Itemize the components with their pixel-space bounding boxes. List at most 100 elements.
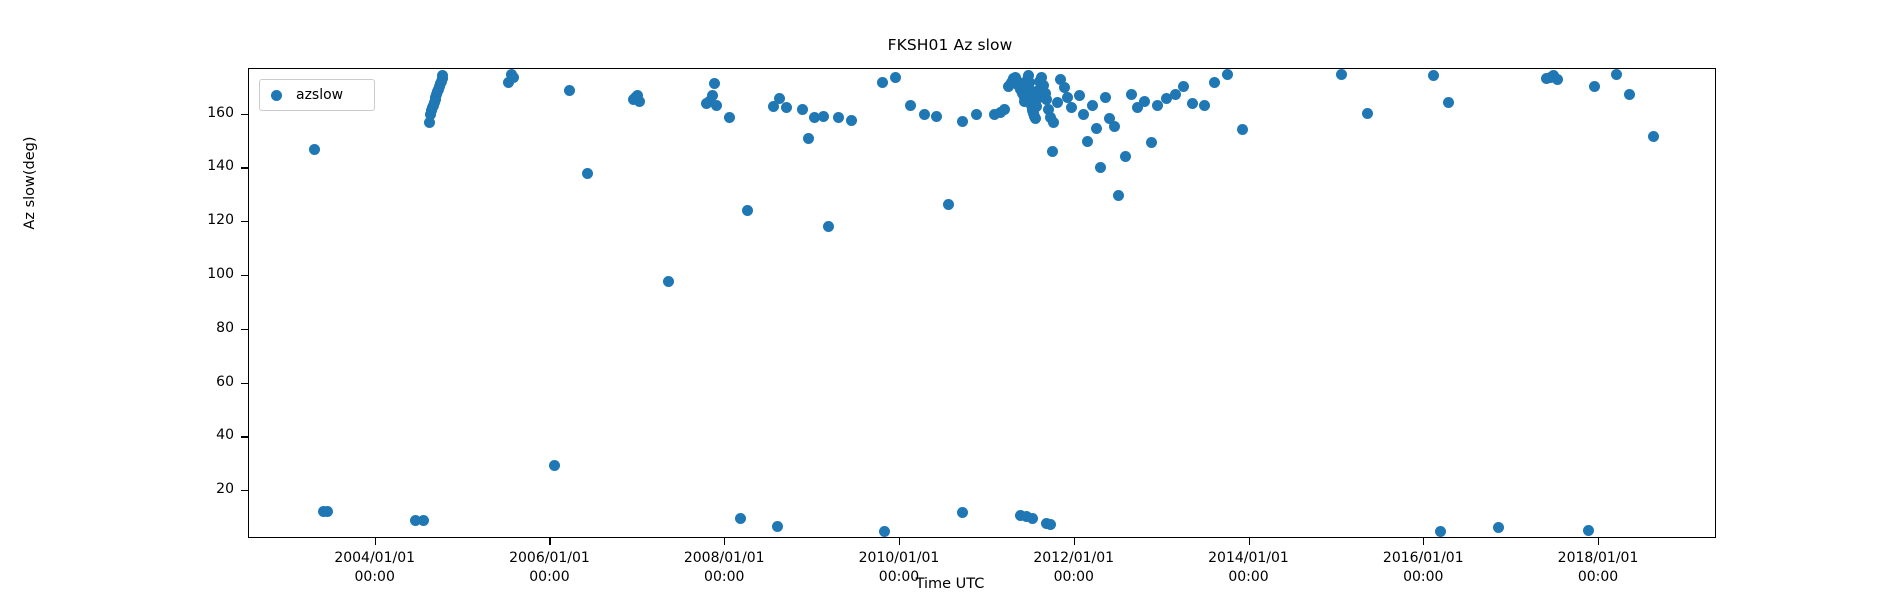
data-point: [1046, 145, 1058, 157]
x-tick-label: 2010/01/01 00:00: [858, 550, 940, 585]
x-tick-mark: [1248, 538, 1250, 545]
data-point: [1048, 117, 1060, 129]
y-tick-label: 20: [216, 481, 234, 498]
data-point: [1082, 136, 1094, 148]
x-tick-label: 2014/01/01 00:00: [1208, 550, 1289, 585]
data-point: [833, 111, 845, 123]
data-point: [724, 111, 736, 123]
x-tick-mark: [1073, 538, 1075, 545]
data-point: [1036, 71, 1048, 83]
data-point: [1187, 98, 1199, 110]
data-point: [1032, 85, 1044, 96]
data-point: [1152, 99, 1164, 111]
y-tick-label: 40: [216, 427, 234, 444]
x-tick-label: 2008/01/01 00:00: [683, 550, 765, 585]
x-axis-label: Time UTC: [915, 576, 985, 592]
data-point: [957, 115, 969, 127]
data-point: [904, 99, 916, 111]
y-tick-label: 80: [216, 319, 234, 336]
data-point: [1043, 103, 1055, 115]
data-point: [1161, 93, 1172, 105]
x-tick-label: 2016/01/01 00:00: [1382, 550, 1464, 585]
data-point: [1091, 122, 1103, 134]
data-point: [1119, 150, 1131, 162]
data-point: [418, 515, 430, 527]
y-tick-label: 140: [207, 158, 234, 175]
data-point: [322, 505, 334, 517]
data-point: [890, 71, 902, 83]
data-point: [1551, 74, 1563, 86]
data-point: [1099, 91, 1111, 103]
data-point: [999, 103, 1011, 115]
data-point: [503, 76, 515, 88]
y-tick-mark: [241, 275, 248, 277]
data-point: [1073, 90, 1085, 102]
data-point: [1029, 113, 1041, 125]
y-tick-label: 160: [207, 104, 234, 121]
x-tick-mark: [549, 538, 551, 545]
data-point: [767, 101, 779, 113]
data-point: [1058, 82, 1070, 94]
data-point: [1022, 70, 1034, 82]
data-point: [1169, 89, 1181, 101]
legend[interactable]: azslow: [259, 79, 376, 111]
data-point: [772, 520, 784, 532]
legend-marker-azslow-icon: [271, 89, 282, 101]
data-point: [773, 93, 785, 105]
data-point: [1041, 94, 1053, 106]
data-point: [1178, 80, 1190, 92]
data-point: [709, 78, 721, 90]
data-point: [1065, 102, 1077, 114]
data-point: [1126, 89, 1138, 101]
data-point: [508, 71, 520, 83]
data-point: [1624, 89, 1636, 101]
data-point: [634, 95, 646, 107]
data-point: [1030, 101, 1042, 113]
y-tick-mark: [241, 221, 248, 223]
data-point: [1611, 69, 1622, 80]
data-point: [822, 220, 834, 232]
data-point: [1209, 76, 1221, 88]
y-tick-mark: [241, 113, 248, 115]
data-point: [796, 103, 808, 115]
x-tick-mark: [1598, 538, 1600, 545]
x-tick-label: 2004/01/01 00:00: [334, 550, 416, 585]
data-point: [877, 76, 888, 88]
data-point: [581, 168, 593, 180]
data-point: [1361, 107, 1373, 119]
data-point: [971, 109, 983, 121]
x-tick-mark: [724, 538, 726, 545]
data-point: [1023, 76, 1035, 88]
page-title: FKSH01 Az slow: [887, 36, 1013, 54]
data-point: [1051, 97, 1063, 109]
data-point: [1024, 85, 1036, 96]
y-tick-label: 60: [216, 373, 234, 390]
x-tick-mark: [374, 538, 376, 545]
data-point: [846, 114, 858, 126]
data-point: [1037, 79, 1049, 91]
data-point: [1027, 512, 1039, 524]
data-point: [309, 144, 321, 156]
y-tick-mark: [241, 436, 248, 438]
y-tick-mark: [241, 490, 248, 492]
data-point: [1198, 99, 1210, 111]
data-point: [710, 99, 722, 111]
data-point: [662, 275, 674, 287]
data-point: [1434, 525, 1446, 537]
x-tick-label: 2018/01/01 00:00: [1557, 550, 1639, 585]
x-tick-mark: [898, 538, 901, 545]
x-tick-label: 2006/01/01 00:00: [509, 550, 590, 585]
y-tick-mark: [241, 328, 248, 330]
y-tick-mark: [241, 167, 248, 169]
data-point: [1427, 70, 1439, 82]
data-point: [1335, 69, 1347, 80]
data-point: [735, 512, 747, 524]
data-point: [1095, 161, 1107, 173]
y-axis-label: Az slow(deg): [22, 136, 38, 230]
data-point: [1139, 95, 1151, 107]
data-point: [957, 507, 969, 519]
data-point: [942, 199, 954, 211]
data-point: [437, 70, 449, 82]
data-point: [1104, 113, 1116, 125]
data-point: [703, 95, 715, 107]
